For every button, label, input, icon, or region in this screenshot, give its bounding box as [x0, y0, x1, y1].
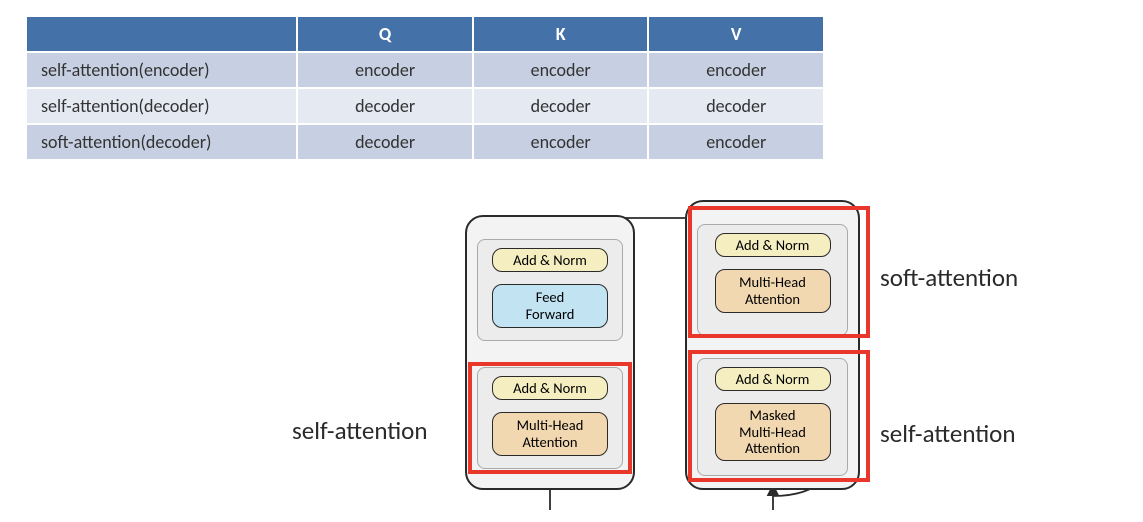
table-row: self-attention(decoder) decoder decoder …: [26, 88, 824, 124]
feedforward-box: Feed Forward: [492, 284, 608, 328]
qkv-table: Q K V self-attention(encoder) encoder en…: [25, 15, 825, 161]
red-highlight-decoder-soft: [688, 206, 870, 338]
addnorm-box: Add & Norm: [492, 248, 608, 272]
cell: decoder: [648, 88, 824, 124]
col-blank: [26, 16, 297, 52]
table-row: self-attention(encoder) encoder encoder …: [26, 52, 824, 88]
cell: decoder: [297, 124, 473, 160]
label-self-attention-left: self-attention: [292, 415, 428, 446]
connection-wires: [290, 190, 1050, 510]
cell: encoder: [648, 52, 824, 88]
cell: encoder: [297, 52, 473, 88]
col-v: V: [648, 16, 824, 52]
row-label: self-attention(encoder): [26, 52, 297, 88]
row-label: self-attention(decoder): [26, 88, 297, 124]
cell: encoder: [648, 124, 824, 160]
table-header-row: Q K V: [26, 16, 824, 52]
row-label: soft-attention(decoder): [26, 124, 297, 160]
cell: encoder: [473, 52, 649, 88]
attention-table: Q K V self-attention(encoder) encoder en…: [25, 15, 825, 161]
cell: decoder: [297, 88, 473, 124]
red-highlight-encoder-self: [468, 362, 632, 474]
cell: encoder: [473, 124, 649, 160]
col-q: Q: [297, 16, 473, 52]
encoder-ff-block: Add & Norm Feed Forward: [477, 239, 623, 341]
label-soft-attention: soft-attention: [880, 262, 1018, 293]
red-highlight-decoder-self: [688, 350, 870, 482]
transformer-diagram: Add & Norm Feed Forward Add & Norm Multi…: [290, 190, 1050, 510]
table-row: soft-attention(decoder) decoder encoder …: [26, 124, 824, 160]
col-k: K: [473, 16, 649, 52]
cell: decoder: [473, 88, 649, 124]
label-self-attention-right: self-attention: [880, 418, 1016, 449]
